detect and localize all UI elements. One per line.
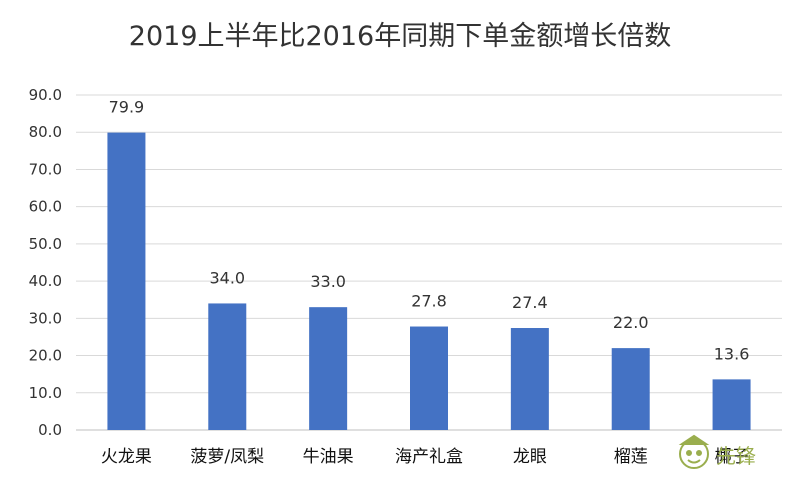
watermark-logo: 先锋 [678,434,756,469]
y-tick-label: 40.0 [29,272,62,290]
bar [208,303,247,430]
data-label: 27.8 [411,292,447,311]
bar [611,348,650,430]
data-label: 27.4 [512,293,548,312]
data-label: 33.0 [310,272,346,291]
y-tick-label: 10.0 [29,384,62,402]
mascot-logo-icon [678,434,710,469]
y-tick-label: 0.0 [38,421,62,439]
data-label: 22.0 [613,313,649,332]
y-tick-label: 30.0 [29,309,62,327]
category-label: 菠萝/凤梨 [190,447,264,467]
y-tick-label: 80.0 [29,123,62,141]
bar [107,132,146,430]
y-tick-label: 70.0 [29,160,62,178]
category-label: 榴莲 [614,447,648,467]
bar-layer [107,132,751,430]
bar [510,328,549,430]
y-tick-label: 20.0 [29,347,62,365]
watermark-text: 先锋 [716,444,756,468]
category-label: 牛油果 [303,447,354,467]
category-label: 龙眼 [513,447,547,467]
bar [309,307,348,430]
data-label: 79.9 [109,98,145,117]
data-label: 13.6 [714,344,750,363]
bar [410,326,448,430]
category-label: 海产礼盒 [395,447,463,467]
category-label: 椰子 [715,447,749,467]
data-label: 34.0 [209,268,245,287]
chart-title: 2019上半年比2016年同期下单金额增长倍数 [128,21,672,52]
category-label: 火龙果 [101,447,152,467]
y-tick-label: 60.0 [29,198,62,216]
y-tick-label: 90.0 [29,86,62,104]
label-layer: 0.0 10.0 20.0 30.0 40.0 50.0 60.0 70.0 80.0 90.0 7… [29,86,750,467]
bar [712,379,751,430]
y-tick-label: 50.0 [29,235,62,253]
